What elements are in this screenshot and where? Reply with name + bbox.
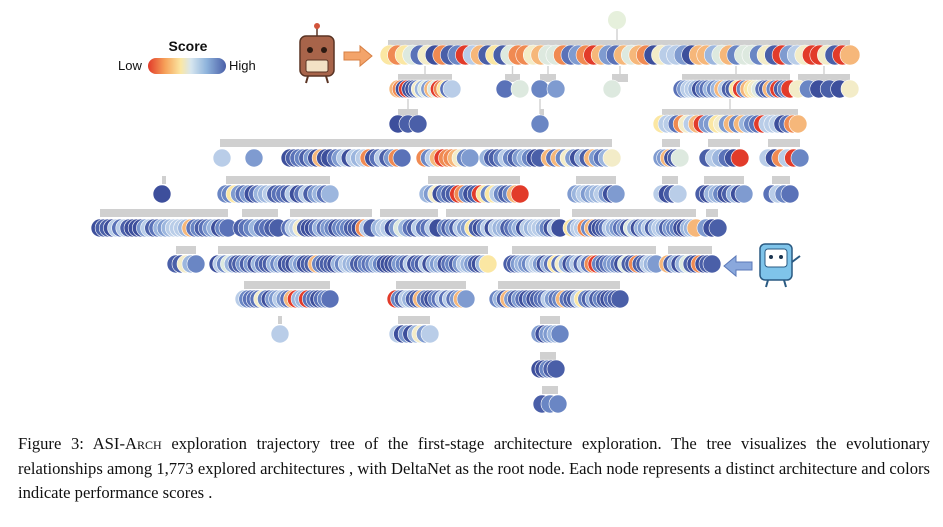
- tree-connector: [396, 281, 466, 289]
- tree-connector: [682, 74, 790, 82]
- tree-connector: [662, 176, 678, 184]
- tree-node: [320, 184, 340, 204]
- exploration-tree-figure: Score Low High: [90, 11, 861, 414]
- tree-connector: [218, 246, 488, 254]
- tree-connector: [220, 139, 612, 147]
- tree-connector: [446, 209, 560, 217]
- tree-connector: [540, 352, 556, 360]
- tree-connector: [398, 74, 452, 82]
- tree-node: [546, 79, 566, 99]
- tree-node: [730, 148, 750, 168]
- tree-node: [478, 254, 498, 274]
- tree-node: [670, 148, 690, 168]
- tree-node: [839, 44, 861, 66]
- tree-connector: [498, 281, 620, 289]
- tree-connector: [662, 139, 680, 147]
- tree-node: [780, 184, 800, 204]
- tree-node: [460, 148, 480, 168]
- tree-connector: [505, 74, 520, 82]
- tree-connector: [772, 176, 790, 184]
- tree-node: [840, 79, 860, 99]
- tree-connector: [704, 176, 744, 184]
- tree-connector: [572, 209, 696, 217]
- tree-node: [790, 148, 810, 168]
- tree-diagram: [90, 11, 861, 414]
- tree-connector: [278, 316, 282, 324]
- tree-connector: [542, 386, 558, 394]
- tree-connector: [708, 139, 740, 147]
- tree-node: [608, 11, 626, 29]
- tree-connector: [662, 109, 798, 117]
- tree-node: [420, 324, 440, 344]
- tree-node: [530, 114, 550, 134]
- tree-connector: [290, 209, 372, 217]
- tree-node: [510, 184, 530, 204]
- arrow-right-icon: [343, 44, 373, 68]
- tree-connector: [380, 209, 438, 217]
- caption-label: Figure 3:: [18, 434, 84, 453]
- tree-node: [708, 218, 728, 238]
- tree-connector: [388, 40, 850, 48]
- tree-node: [548, 394, 568, 414]
- tree-node: [392, 148, 412, 168]
- tree-connector: [176, 246, 196, 254]
- tree-node: [606, 184, 626, 204]
- robot-tablet-icon: [759, 243, 801, 288]
- tree-connector: [798, 74, 850, 82]
- tree-node: [530, 79, 550, 99]
- tree-connector: [706, 209, 718, 217]
- tree-connector: [428, 176, 520, 184]
- tree-connector: [398, 109, 418, 117]
- tree-node: [550, 324, 570, 344]
- tree-node: [610, 289, 630, 309]
- tree-connector: [768, 139, 800, 147]
- arrow-left-icon: [723, 254, 753, 278]
- tree-connector: [668, 246, 712, 254]
- legend-low-label: Low: [118, 58, 142, 73]
- tree-node: [442, 79, 462, 99]
- caption-text: exploration trajectory tree of the first…: [18, 434, 930, 502]
- tree-connector: [244, 281, 330, 289]
- caption-system-name: ASI-Arch: [92, 434, 162, 453]
- tree-connector: [540, 74, 556, 82]
- tree-connector: [612, 74, 628, 82]
- tree-node: [186, 254, 206, 274]
- legend-colorbar: [148, 58, 226, 74]
- tree-node: [602, 148, 622, 168]
- tree-node: [734, 184, 754, 204]
- tree-node: [510, 79, 530, 99]
- tree-node: [152, 184, 172, 204]
- robot-researcher-icon: [299, 23, 335, 84]
- tree-connector: [398, 316, 430, 324]
- tree-connector: [576, 176, 616, 184]
- tree-node: [788, 114, 808, 134]
- tree-node: [456, 289, 476, 309]
- legend-title: Score: [168, 38, 208, 54]
- figure-caption: Figure 3: ASI-Arch exploration trajector…: [18, 432, 930, 506]
- tree-node: [408, 114, 428, 134]
- tree-connector: [512, 246, 656, 254]
- tree-connector: [540, 316, 560, 324]
- tree-connector: [100, 209, 228, 217]
- tree-node: [244, 148, 264, 168]
- tree-node: [270, 324, 290, 344]
- tree-node: [212, 148, 232, 168]
- tree-node: [602, 79, 622, 99]
- tree-node: [702, 254, 722, 274]
- tree-connector: [226, 176, 330, 184]
- tree-node: [320, 289, 340, 309]
- tree-connector: [162, 176, 166, 184]
- tree-connector: [540, 109, 544, 117]
- tree-node: [546, 359, 566, 379]
- legend-high-label: High: [229, 58, 256, 73]
- tree-connector: [242, 209, 278, 217]
- tree-node: [668, 184, 688, 204]
